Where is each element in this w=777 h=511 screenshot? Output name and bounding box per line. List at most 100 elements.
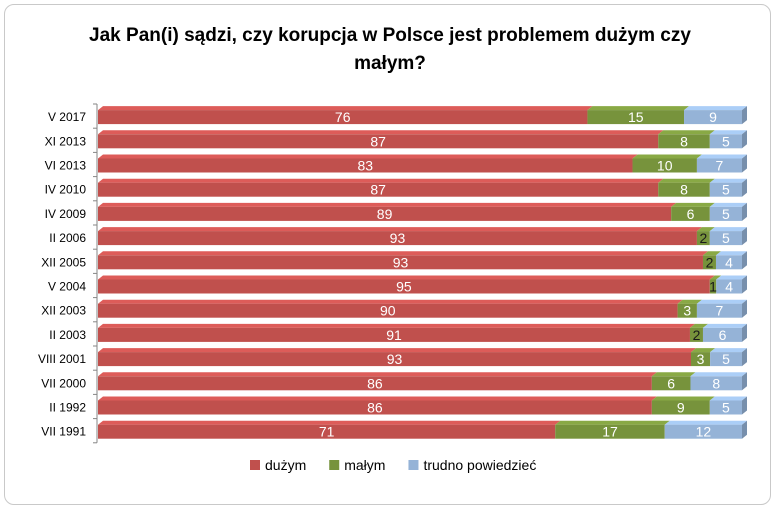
data-label: 4 <box>725 279 733 295</box>
category-label: VII 1991 <box>41 425 86 439</box>
bar-segment-top <box>98 372 657 377</box>
data-label: 5 <box>722 182 730 198</box>
bar-segment <box>664 424 742 439</box>
bar-segment-top <box>555 420 670 425</box>
data-label: 3 <box>683 303 691 319</box>
bar-segment <box>98 424 556 439</box>
bar-segment <box>696 158 742 173</box>
bar-segment-top <box>709 178 747 183</box>
category-label: IV 2009 <box>45 207 87 221</box>
bar-segment-top <box>664 420 747 425</box>
bar-segment-top <box>98 178 664 183</box>
bar-segment <box>671 206 710 221</box>
bar-segment <box>696 231 710 246</box>
category-label: IV 2010 <box>45 183 87 197</box>
category-label: XII 2003 <box>41 304 86 318</box>
data-label: 6 <box>719 327 727 343</box>
data-label: 95 <box>396 279 412 295</box>
chart-title: Jak Pan(i) sądzi, czy korupcja w Polsce … <box>89 25 691 74</box>
data-label: 2 <box>706 254 714 270</box>
bar-segment-top <box>696 154 747 159</box>
bar-segment-top <box>715 251 747 256</box>
bar-segment <box>658 182 710 197</box>
data-label: 93 <box>390 230 406 246</box>
bar-segment-top <box>696 299 747 304</box>
bar-segment <box>690 352 711 367</box>
bar-segment <box>709 182 742 197</box>
data-label: 2 <box>693 327 701 343</box>
data-label: 5 <box>722 133 730 149</box>
bar-segment-top <box>716 275 747 280</box>
data-label: 5 <box>722 206 730 222</box>
data-label: 5 <box>722 351 730 367</box>
bar-segment <box>702 255 716 270</box>
data-label: 1 <box>709 279 717 295</box>
data-label: 8 <box>712 375 720 391</box>
bar-segment <box>98 303 678 318</box>
bar-segment <box>677 303 697 318</box>
data-label: 7 <box>716 303 724 319</box>
bar-segment <box>658 134 710 149</box>
data-label: 6 <box>687 206 695 222</box>
bar-segment-top <box>702 323 747 328</box>
bar-segment-top <box>98 251 708 256</box>
legend-swatch <box>329 460 340 470</box>
bar-segment <box>709 279 717 294</box>
bar-segment-side <box>742 227 747 246</box>
data-label: 3 <box>697 351 705 367</box>
bar-segment-side <box>742 299 747 318</box>
data-label: 7 <box>716 158 724 174</box>
bar-segment-side <box>742 396 747 415</box>
bar-segment-side <box>742 420 747 439</box>
bar-segment <box>555 424 665 439</box>
bar-segment-top <box>671 202 715 207</box>
bar-segment <box>98 352 691 367</box>
bar-segment <box>716 279 742 294</box>
bar-segment <box>98 327 690 342</box>
legend-swatch <box>408 460 419 470</box>
legend-entry: trudno powiedzieć <box>423 457 536 473</box>
bar-segment-side <box>742 106 747 125</box>
data-label: 4 <box>725 254 733 270</box>
bar-segment <box>587 110 685 125</box>
category-label: II 2006 <box>49 231 86 245</box>
bar-segment <box>98 206 672 221</box>
bar-segment-side <box>742 372 747 391</box>
bar-segment-side <box>742 251 747 270</box>
legend-entry: dużym <box>265 457 306 473</box>
bar-segment-side <box>742 323 747 342</box>
data-label: 76 <box>335 109 351 125</box>
data-label: 2 <box>699 230 707 246</box>
bar-segment-top <box>709 202 747 207</box>
data-label: 91 <box>386 327 402 343</box>
bar-segment <box>709 400 742 415</box>
bar-segment <box>651 400 710 415</box>
data-label: 93 <box>387 351 403 367</box>
bar-segment <box>98 376 652 391</box>
data-label: 6 <box>667 375 675 391</box>
bar-segment-top <box>709 130 747 135</box>
data-label: 9 <box>709 109 717 125</box>
bar-segment-top <box>98 323 695 328</box>
bar-segment <box>98 231 697 246</box>
bar-segment <box>709 231 742 246</box>
legend-swatch <box>250 460 260 470</box>
bar-segment-top <box>702 251 721 256</box>
bar-segment <box>98 400 652 415</box>
bar-segment-top <box>98 348 696 353</box>
data-label: 9 <box>677 400 685 416</box>
data-label: 17 <box>602 424 618 440</box>
bar-segment-top <box>587 106 690 111</box>
category-label: V 2004 <box>48 280 86 294</box>
bar-segment-top <box>658 130 715 135</box>
bar-segment <box>98 158 633 173</box>
data-label: 12 <box>696 424 712 440</box>
bar-segment-top <box>710 348 747 353</box>
category-label: VI 2013 <box>45 159 87 173</box>
bar-segment-top <box>98 227 702 232</box>
bar-segment-top <box>709 227 747 232</box>
data-label: 86 <box>367 375 383 391</box>
data-label: 93 <box>393 254 409 270</box>
bar-segment-side <box>742 130 747 149</box>
